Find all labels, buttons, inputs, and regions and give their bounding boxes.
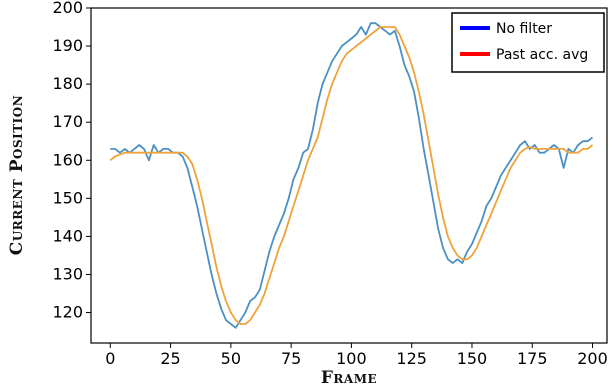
legend: No filter Past acc. avg: [451, 12, 605, 73]
x-tick-label: 0: [105, 349, 115, 368]
y-tick-label: 170: [52, 112, 83, 131]
y-tick-label: 200: [52, 0, 83, 17]
y-tick-label: 140: [52, 226, 83, 245]
y-tick-label: 180: [52, 74, 83, 93]
x-axis-ticks: 0 25 50 75 100 125 150 175 200: [105, 343, 608, 368]
y-tick-label: 150: [52, 188, 83, 207]
legend-label-no-filter: No filter: [496, 21, 552, 37]
series-line-past-acc-avg: [109, 26, 594, 325]
x-tick-label: 125: [396, 349, 427, 368]
x-tick-label: 150: [457, 349, 488, 368]
x-tick-label: 50: [221, 349, 241, 368]
x-tick-label: 75: [281, 349, 301, 368]
x-tick-label: 175: [517, 349, 548, 368]
x-tick-label: 100: [336, 349, 367, 368]
y-axis-title: Current Position: [7, 95, 27, 255]
y-tick-label: 130: [52, 264, 83, 283]
legend-box: [451, 12, 605, 73]
series-layer: [109, 22, 594, 329]
legend-label-past-acc-avg: Past acc. avg: [496, 47, 588, 63]
x-tick-label: 200: [577, 349, 608, 368]
y-tick-label: 120: [52, 303, 83, 322]
y-tick-label: 160: [52, 150, 83, 169]
x-axis-title: Frame: [321, 368, 377, 388]
y-axis-ticks: 120 130 140 150 160 170 180 190 200: [52, 0, 91, 322]
x-tick-label: 25: [160, 349, 180, 368]
series-line-no-filter: [110, 22, 594, 329]
y-tick-label: 190: [52, 36, 83, 55]
